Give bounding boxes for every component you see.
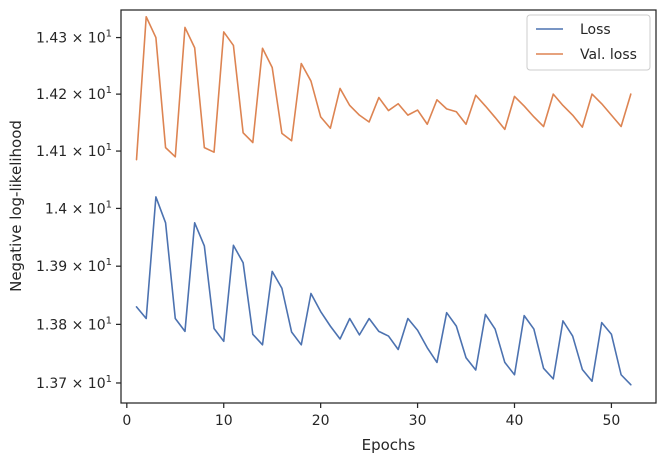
x-tick-label: 30 xyxy=(409,413,427,429)
y-tick-label: 1.41 × 101 xyxy=(36,142,112,160)
y-axis: 1.37 × 101 1.38 × 101 1.39 × 101 1.4 × 101 1… xyxy=(36,29,121,392)
y-tick-label: 1.43 × 101 xyxy=(36,29,112,47)
plot-frame xyxy=(120,9,657,404)
y-tick-label: 1.37 × 101 xyxy=(36,374,112,392)
y-tick-label: 1.4 × 101 xyxy=(45,199,112,217)
y-tick-label: 1.38 × 101 xyxy=(36,315,112,333)
legend-label-val-loss: Val. loss xyxy=(580,47,637,63)
legend-label-loss: Loss xyxy=(580,22,611,38)
x-tick-label: 0 xyxy=(122,413,131,429)
x-tick-label: 40 xyxy=(506,413,524,429)
x-tick-label: 50 xyxy=(603,413,621,429)
x-axis-label: Epochs xyxy=(362,436,416,454)
x-tick-label: 20 xyxy=(312,413,330,429)
series-layer xyxy=(135,15,632,386)
series-line-0 xyxy=(135,196,632,386)
legend: Loss Val. loss xyxy=(526,14,651,71)
x-axis: 0 10 20 30 40 50 xyxy=(122,403,620,429)
x-tick-label: 10 xyxy=(215,413,233,429)
series-line-1 xyxy=(135,15,632,161)
y-axis-label: Negative log-likelihood xyxy=(7,120,25,292)
y-tick-label: 1.42 × 101 xyxy=(36,85,112,103)
y-tick-label: 1.39 × 101 xyxy=(36,257,112,275)
